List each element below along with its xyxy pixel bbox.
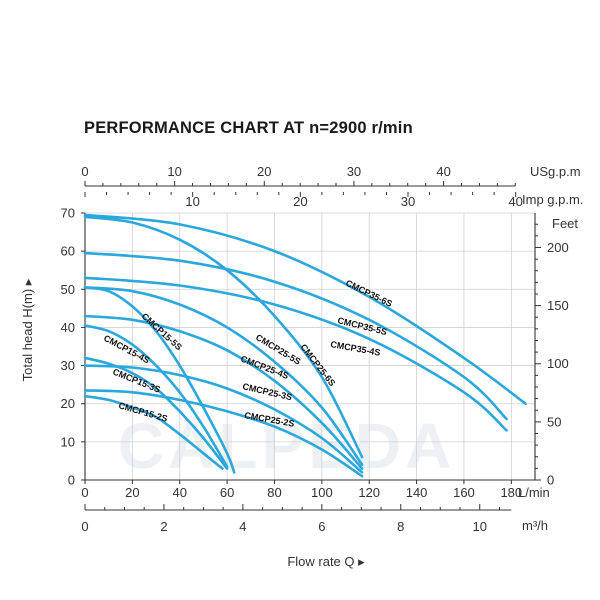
x-axis-unit-lmin: L/min	[518, 485, 550, 500]
y-tick-label: 0	[68, 473, 75, 488]
right-tick-label: 200	[547, 240, 569, 255]
impgpm-tick-label: 20	[293, 194, 307, 209]
x-tick-label: 100	[311, 485, 333, 500]
y-tick-label: 50	[61, 282, 75, 297]
curve-cmcp35-6s	[83, 213, 527, 405]
x-tick-label: 140	[406, 485, 428, 500]
curve-cmcp25-4s	[83, 314, 364, 470]
usgpm-tick-label: 40	[436, 164, 450, 179]
impgpm-tick-label: 40	[508, 194, 522, 209]
x-axis-title: Flow rate Q ▸	[287, 554, 365, 569]
curve-label-cmcp15-4s: CMCP15-4S	[102, 333, 151, 366]
m3h-tick-label: 2	[160, 519, 167, 534]
curve-label-cmcp25-3s: CMCP25-3S	[242, 381, 293, 402]
curve-cmcp15-2s	[83, 394, 224, 470]
chart-title: PERFORMANCE CHART AT n=2900 r/min	[84, 119, 413, 137]
curve-cmcp15-5s	[83, 286, 236, 474]
x-tick-label: 180	[500, 485, 522, 500]
m3h-tick-label: 6	[318, 519, 325, 534]
m3h-axis-unit: m³/h	[522, 518, 548, 533]
m3h-tick-label: 8	[397, 519, 404, 534]
impgpm-tick-label: 30	[401, 194, 415, 209]
usgpm-tick-label: 10	[167, 164, 181, 179]
usgpm-tick-label: 30	[347, 164, 361, 179]
m3h-tick-label: 0	[81, 519, 88, 534]
curve-cmcp35-5s	[83, 251, 508, 421]
right-tick-label: 100	[547, 356, 569, 371]
curve-cmcp15-4s	[83, 324, 229, 468]
x-tick-label: 80	[267, 485, 281, 500]
y-tick-label: 10	[61, 434, 75, 449]
y-tick-label: 70	[61, 206, 75, 221]
usgpm-tick-label: 0	[81, 164, 88, 179]
x-tick-label: 20	[125, 485, 139, 500]
curve-cmcp25-3s	[83, 364, 364, 474]
x-tick-label: 120	[358, 485, 380, 500]
curve-cmcp25-2s	[83, 389, 364, 478]
curves	[83, 213, 527, 478]
m3h-tick-label: 10	[473, 519, 487, 534]
y-tick-label: 40	[61, 320, 75, 335]
curve-label-cmcp35-5s: CMCP35-5S	[337, 315, 388, 337]
usgpm-axis-unit: USg.p.m	[530, 164, 581, 179]
y-tick-label: 20	[61, 396, 75, 411]
usgpm-tick-label: 20	[257, 164, 271, 179]
right-tick-label: 150	[547, 298, 569, 313]
x-tick-label: 40	[173, 485, 187, 500]
watermark: CALPEDA	[118, 410, 455, 482]
y-axis-title: Total head H(m) ▸	[20, 278, 35, 381]
y-tick-label: 60	[61, 244, 75, 259]
curve-labels: CMCP15-2SCMCP15-3SCMCP15-4SCMCP15-5SCMCP…	[102, 278, 394, 429]
right-tick-label: 0	[547, 473, 554, 488]
right-axis-unit: Feet	[552, 216, 578, 231]
impgpm-tick-label: 10	[185, 194, 199, 209]
right-tick-label: 50	[547, 414, 561, 429]
curve-cmcp35-4s	[83, 276, 508, 432]
y-tick-label: 30	[61, 358, 75, 373]
curve-cmcp25-5s	[83, 286, 364, 466]
x-tick-label: 0	[81, 485, 88, 500]
curve-cmcp25-6s	[83, 215, 364, 459]
x-tick-label: 60	[220, 485, 234, 500]
m3h-tick-label: 4	[239, 519, 246, 534]
curve-cmcp15-3s	[83, 356, 229, 470]
impgpm-axis-unit: Imp g.p.m.	[522, 192, 583, 207]
x-tick-label: 160	[453, 485, 475, 500]
